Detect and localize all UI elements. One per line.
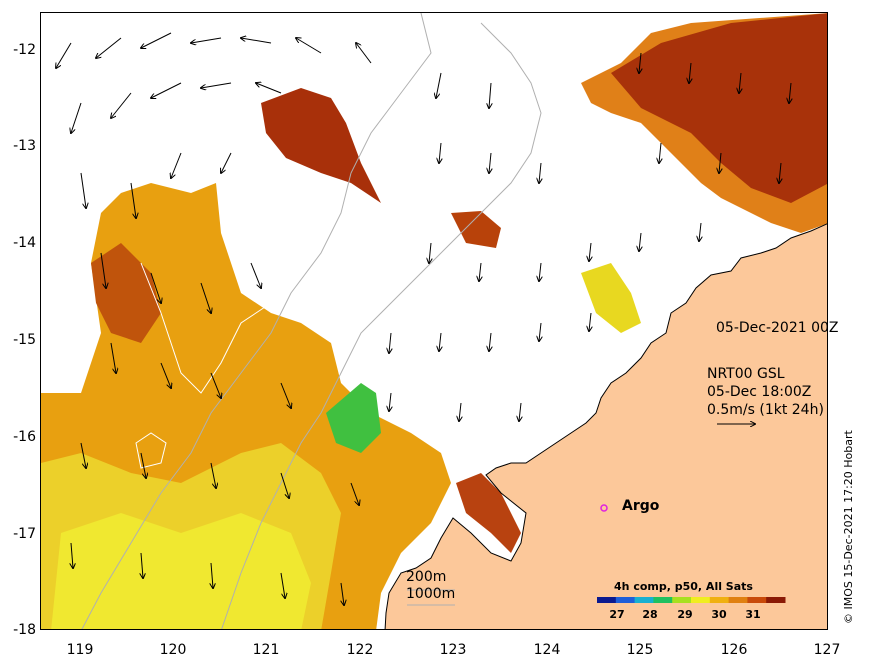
colorbar-swatch: [672, 597, 692, 603]
y-tick-label: -17: [13, 526, 36, 542]
y-tick-label: -13: [13, 138, 36, 154]
colorbar-swatch: [747, 597, 767, 603]
current-model-label: NRT00 GSL: [707, 366, 785, 382]
isobath-1000m: [81, 13, 432, 629]
y-tick-label: -12: [13, 42, 36, 58]
colorbar-tick-label: 29: [677, 608, 693, 621]
argo-float-marker[interactable]: [600, 504, 608, 512]
sst-northeast-yellow: [581, 263, 641, 333]
x-tick-label: 119: [66, 642, 94, 658]
colorbar-tick-label: 27: [609, 608, 625, 621]
isobath-200m: [221, 22, 542, 629]
colorbar-tick-label: 31: [745, 608, 761, 621]
map-plot-area[interactable]: [40, 12, 828, 630]
colorbar-swatch: [653, 597, 673, 603]
imos-credit: © IMOS 15-Dec-2021 17:20 Hobart: [842, 430, 855, 624]
x-tick-label: 127: [813, 642, 841, 658]
y-tick-label: -16: [13, 429, 36, 445]
coastline-detail: [384, 223, 827, 629]
colorbar-swatch: [728, 597, 748, 603]
sst-patch-gulf: [456, 473, 521, 553]
sst-patch-center-north: [261, 88, 381, 203]
x-tick-label: 123: [439, 642, 467, 658]
y-tick-label: -15: [13, 332, 36, 348]
isobath-200m-label: 200m: [406, 569, 447, 585]
colorbar-swatch: [691, 597, 711, 603]
current-scale-label: 0.5m/s (1kt 24h): [707, 402, 824, 418]
colorbar-title: 4h comp, p50, All Sats: [614, 580, 753, 593]
x-tick-label: 122: [346, 642, 374, 658]
colorbar-swatch: [597, 597, 617, 603]
sst-contour-white-long: [140, 262, 272, 394]
x-tick-label: 121: [252, 642, 280, 658]
colorbar: [597, 597, 786, 603]
colorbar-swatch: [615, 597, 636, 603]
sst-northeast-hot: [611, 13, 827, 203]
current-time-label: 05-Dec 18:00Z: [707, 384, 812, 400]
x-tick-label: 120: [159, 642, 187, 658]
colorbar-tick-label: 28: [642, 608, 658, 621]
x-tick-label: 125: [626, 642, 654, 658]
colorbar-swatch: [766, 597, 786, 603]
x-tick-label: 124: [533, 642, 561, 658]
sst-southwest-yellow-band: [51, 513, 311, 629]
sst-contour-white: [135, 432, 167, 469]
colorbar-tick-label: 30: [711, 608, 727, 621]
map-timestamp: 05-Dec-2021 00Z: [716, 320, 839, 336]
land-kimberley[interactable]: [385, 223, 828, 630]
current-vectors: [56, 32, 791, 605]
y-tick-label: -18: [13, 622, 36, 638]
y-tick-label: -14: [13, 235, 36, 251]
argo-label: Argo: [622, 498, 660, 514]
x-tick-label: 126: [720, 642, 748, 658]
sst-patch-small-center: [451, 211, 501, 248]
colorbar-swatch: [634, 597, 654, 603]
colorbar-swatch: [709, 597, 730, 603]
sst-green-patch-central: [326, 383, 381, 453]
isobath-1000m-label: 1000m: [406, 586, 456, 602]
